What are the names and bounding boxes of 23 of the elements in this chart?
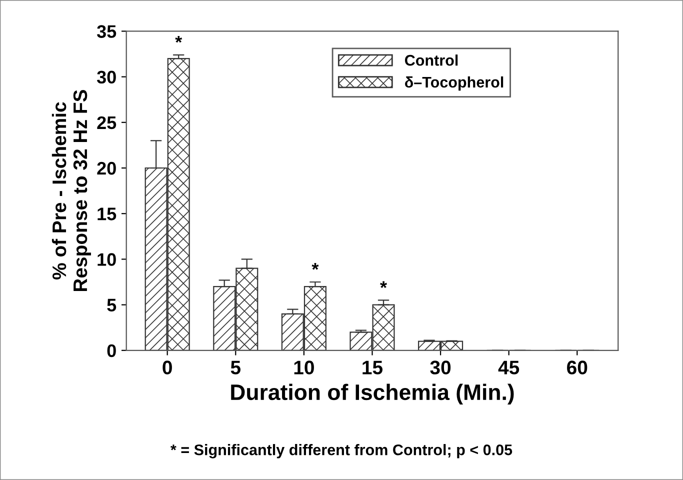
y-tick-label: 10 — [98, 253, 116, 266]
legend-label: δ–Tocopherol — [405, 76, 504, 91]
x-tick-label: 60 — [567, 360, 588, 374]
annotation: * — [380, 281, 387, 288]
y-tick-label: 15 — [98, 208, 116, 220]
x-tick-label: 45 — [498, 360, 520, 374]
annotation: * — [175, 36, 182, 43]
x-tick-label: 0 — [162, 360, 172, 374]
y-tick-label: 30 — [96, 70, 116, 84]
y-axis-title: % of Pre - Ischemic Response to 32 Hz FS — [52, 90, 91, 292]
y-tick-label: 5 — [107, 298, 116, 312]
legend-label: Control — [404, 54, 458, 66]
x-tick-label: 30 — [430, 360, 451, 374]
y-tick-label: 20 — [97, 162, 116, 175]
text: * = Significantly different from Control; p < 0.05 — [170, 444, 512, 458]
y-tick-label: 0 — [107, 344, 116, 358]
x-tick-label: 5 — [230, 360, 240, 374]
y-tick-label: 35 — [96, 25, 116, 38]
annotation: * — [312, 263, 319, 270]
x-tick-label: 15 — [362, 360, 383, 374]
x-axis-title: Duration of Ischemia (Min.) — [231, 384, 514, 405]
y-tick-label: 25 — [97, 116, 116, 130]
x-tick-label: 10 — [294, 360, 314, 374]
